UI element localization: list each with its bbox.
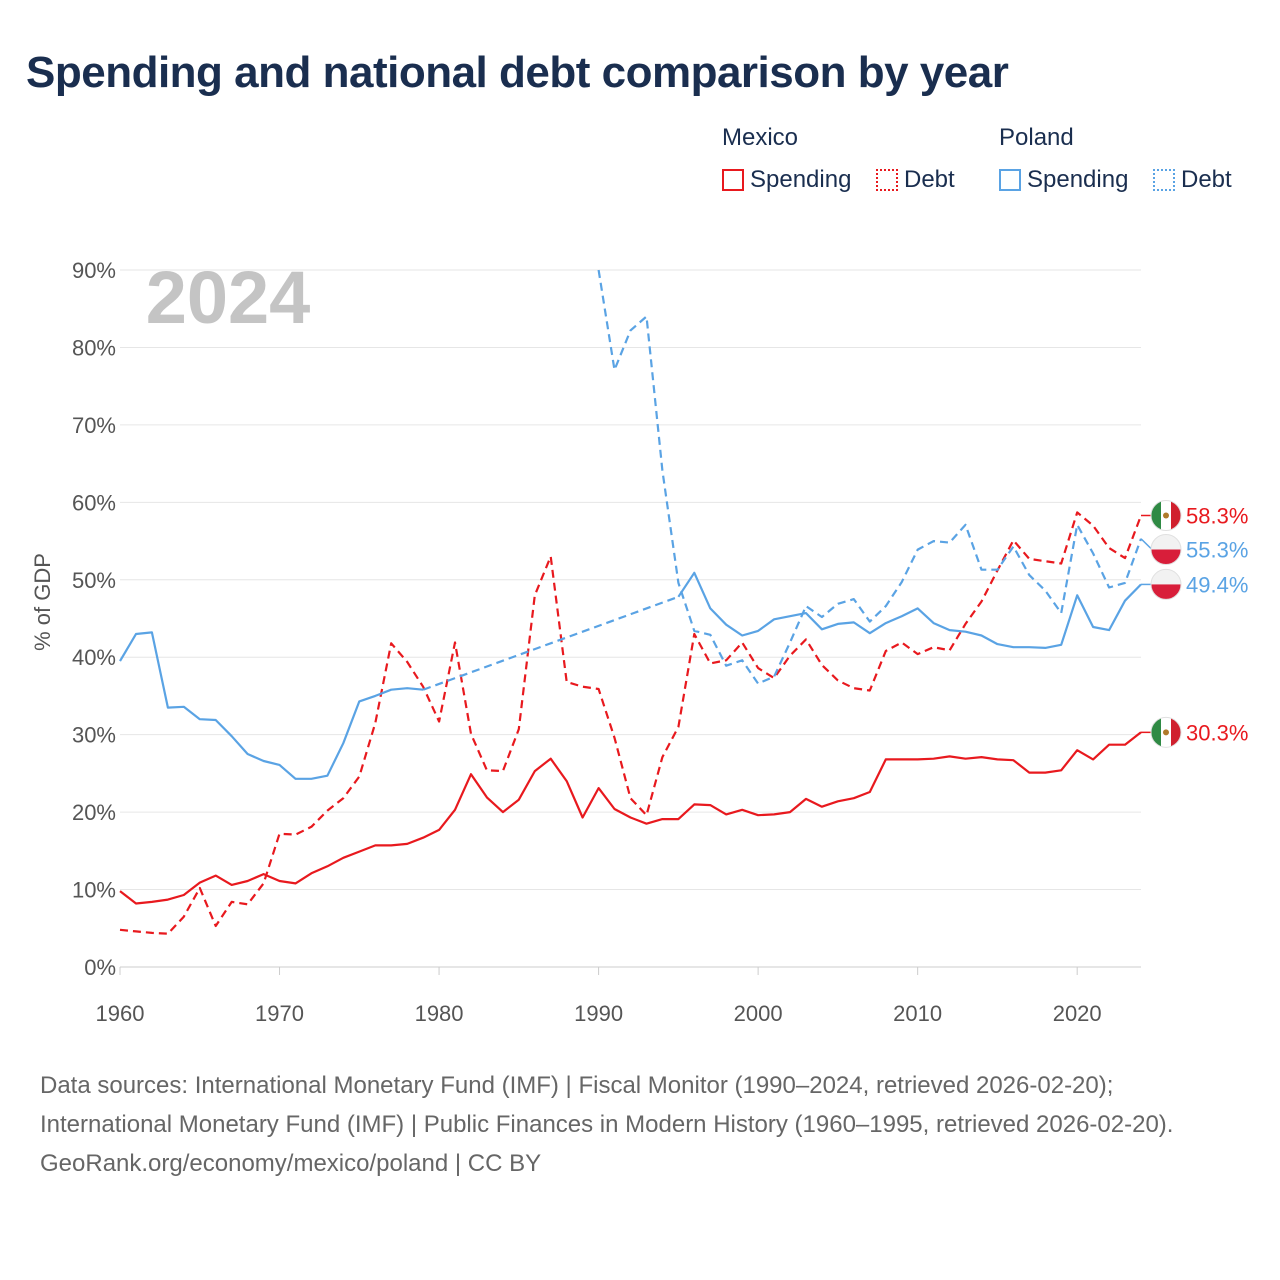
- year-label: 2024: [146, 256, 311, 339]
- y-tick-label: 80%: [72, 335, 116, 360]
- end-value-label: 58.3%: [1186, 503, 1248, 528]
- end-value-label: 55.3%: [1186, 537, 1248, 562]
- axes: 0% 10% 20% 30% 40% 50% 60% 70% 80% 90% 1960 1970 198…: [72, 258, 1141, 1026]
- poland-flag-icon: [1150, 568, 1182, 600]
- x-tick-label: 1970: [255, 1001, 304, 1026]
- legend-item-poland-spending[interactable]: Spending: [999, 164, 1128, 196]
- series-line-poland-spending[interactable]: [677, 571, 1142, 649]
- mexico-flag-icon: [1150, 499, 1182, 531]
- y-tick-label: 10%: [72, 878, 116, 903]
- y-tick-label: 40%: [72, 645, 116, 670]
- legend-label: Spending: [1027, 166, 1129, 193]
- series-lines: [119, 269, 1143, 935]
- credit-link[interactable]: GeoRank.org/economy/mexico/poland | CC B…: [40, 1150, 542, 1177]
- end-connector: [1140, 538, 1153, 551]
- data-sources: Data sources: International Monetary Fun…: [40, 1072, 1174, 1138]
- end-labels: 58.3% 55.3% 49.4% 30.3%: [1140, 499, 1248, 748]
- solid-line-swatch-icon: [999, 169, 1021, 191]
- legend-item-poland-debt[interactable]: Debt: [1153, 164, 1232, 196]
- chart-title: Spending and national debt comparison by…: [26, 48, 1009, 97]
- legend-item-mexico-spending[interactable]: Spending: [722, 164, 851, 196]
- gap-bridge-line: [422, 595, 679, 691]
- y-tick-label: 30%: [72, 723, 116, 748]
- gridlines: [120, 269, 1141, 968]
- dotted-line-swatch-icon: [876, 169, 898, 191]
- x-tick-label: 2020: [1053, 1001, 1102, 1026]
- legend-item-mexico-debt[interactable]: Debt: [876, 164, 955, 196]
- y-tick-label: 20%: [72, 800, 116, 825]
- y-tick-label: 70%: [72, 413, 116, 438]
- x-tick-label: 2000: [734, 1001, 783, 1026]
- dotted-line-swatch-icon: [1153, 169, 1175, 191]
- y-tick-label: 50%: [72, 568, 116, 593]
- end-value-label: 49.4%: [1186, 572, 1248, 597]
- poland-flag-icon: [1150, 533, 1182, 565]
- legend-group-mexico: Mexico: [722, 124, 799, 151]
- series-line-poland-spending[interactable]: [119, 631, 424, 780]
- legend-label: Debt: [904, 166, 955, 193]
- footer: Data sources: International Monetary Fun…: [40, 1066, 1240, 1183]
- legend-label: Debt: [1181, 166, 1232, 193]
- legend-label: Spending: [750, 166, 852, 193]
- end-value-label: 30.3%: [1186, 720, 1248, 745]
- mexico-flag-icon: [1150, 716, 1182, 748]
- x-tick-label: 1990: [574, 1001, 623, 1026]
- x-tick-label: 1960: [96, 1001, 145, 1026]
- solid-line-swatch-icon: [722, 169, 744, 191]
- series-line-mexico-spending[interactable]: [119, 731, 1142, 905]
- y-tick-label: 0%: [84, 955, 116, 980]
- x-tick-label: 1980: [415, 1001, 464, 1026]
- x-tick-label: 2010: [893, 1001, 942, 1026]
- line-chart: 0% 10% 20% 30% 40% 50% 60% 70% 80% 90% 1960 1970 198…: [30, 256, 1248, 1026]
- series-line-mexico-debt[interactable]: [119, 511, 1143, 935]
- legend-group-poland: Poland: [999, 124, 1074, 151]
- y-axis-title: % of GDP: [30, 553, 55, 651]
- series-line-poland-debt[interactable]: [597, 269, 1143, 685]
- y-tick-label: 60%: [72, 490, 116, 515]
- y-tick-label: 90%: [72, 258, 116, 283]
